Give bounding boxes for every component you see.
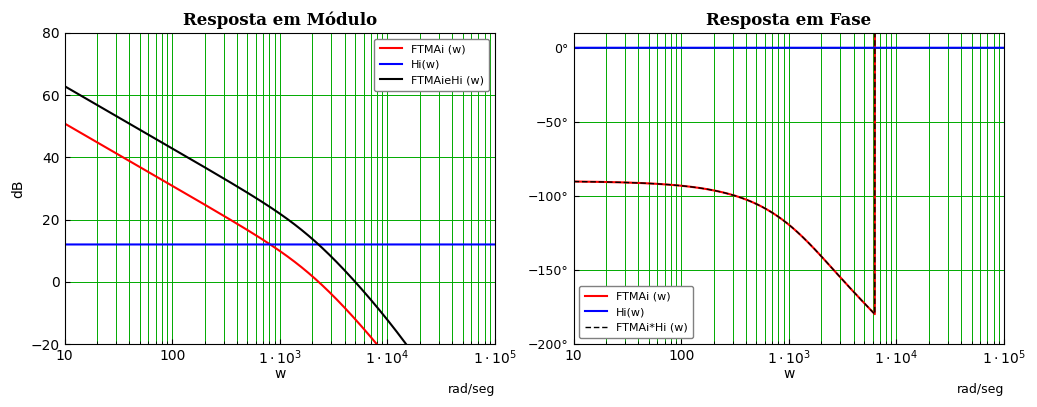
FTMAi (w) — [589, 179, 601, 184]
Legend: FTMAi (w), Hi(w), FTMAi*Hi (w): FTMAi (w), Hi(w), FTMAi*Hi (w) — [580, 286, 693, 339]
Hi(w) — [906, 45, 919, 50]
Hi(w) — [476, 242, 488, 247]
Text: rad/seg: rad/seg — [956, 383, 1004, 396]
Hi(w) — [985, 45, 998, 50]
FTMAi (w) — [268, 245, 280, 249]
Hi(w) — [476, 242, 488, 247]
FTMAieHi (w) — [81, 96, 93, 101]
FTMAi*Hi (w) — [567, 179, 580, 184]
FTMAi (w) — [869, 312, 881, 317]
Line: FTMAi (w): FTMAi (w) — [64, 123, 495, 407]
Hi(w) — [765, 45, 778, 50]
FTMAi (w) — [58, 121, 71, 126]
FTMAi (w) — [777, 218, 789, 223]
X-axis label: w: w — [274, 368, 285, 381]
FTMAi (w) — [81, 134, 93, 139]
Line: FTMAieHi (w): FTMAieHi (w) — [64, 86, 495, 407]
X-axis label: w: w — [783, 368, 794, 381]
FTMAi (w) — [765, 210, 778, 214]
Hi(w) — [567, 45, 580, 50]
FTMAi (w) — [567, 179, 580, 184]
FTMAieHi (w) — [397, 338, 410, 343]
Hi(w) — [397, 242, 410, 247]
FTMAi*Hi (w) — [765, 210, 778, 214]
Y-axis label: dB: dB — [11, 179, 25, 198]
Line: FTMAi*Hi (w): FTMAi*Hi (w) — [573, 0, 1004, 314]
Hi(w) — [58, 242, 71, 247]
Hi(w) — [256, 242, 269, 247]
Hi(w) — [985, 45, 998, 50]
FTMAieHi (w) — [268, 207, 280, 212]
Hi(w) — [589, 45, 601, 50]
FTMAi (w) — [397, 376, 410, 381]
Hi(w) — [777, 45, 789, 50]
Hi(w) — [488, 242, 501, 247]
Line: FTMAi (w): FTMAi (w) — [573, 0, 1004, 314]
Hi(w) — [81, 242, 93, 247]
FTMAieHi (w) — [256, 200, 269, 205]
FTMAi*Hi (w) — [777, 218, 789, 223]
FTMAi*Hi (w) — [869, 312, 881, 317]
FTMAi*Hi (w) — [589, 179, 601, 184]
Text: rad/seg: rad/seg — [448, 383, 495, 396]
FTMAi (w) — [256, 237, 269, 242]
Title: Resposta em Fase: Resposta em Fase — [706, 12, 871, 28]
Title: Resposta em Módulo: Resposta em Módulo — [183, 11, 376, 28]
Legend: FTMAi (w), Hi(w), FTMAieHi (w): FTMAi (w), Hi(w), FTMAieHi (w) — [374, 39, 489, 91]
Hi(w) — [998, 45, 1010, 50]
Hi(w) — [268, 242, 280, 247]
FTMAieHi (w) — [58, 84, 71, 89]
